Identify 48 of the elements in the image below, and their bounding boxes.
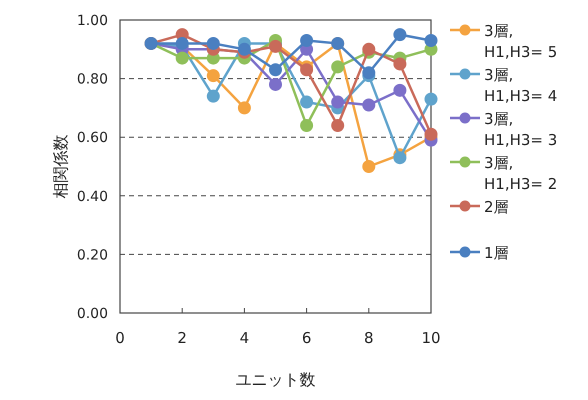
y-tick-label: 0.40 — [76, 188, 108, 205]
point — [176, 36, 189, 50]
legend-label: 3層, H1,H3= 5 — [484, 22, 558, 61]
point — [331, 60, 344, 74]
point — [362, 160, 376, 173]
y-tick-label: 0.60 — [76, 130, 108, 146]
point — [331, 96, 344, 109]
point — [424, 128, 438, 141]
point — [206, 90, 220, 103]
point — [331, 118, 344, 132]
legend-label: 3層, H1,H3= 2 — [484, 154, 558, 193]
point — [300, 118, 314, 132]
point — [362, 98, 376, 112]
x-axis-title: ユニット数 — [236, 370, 316, 389]
y-tick-label: 0.80 — [76, 72, 108, 88]
point — [206, 36, 220, 50]
point — [300, 63, 314, 76]
point — [206, 69, 220, 82]
point — [393, 28, 406, 42]
point — [362, 66, 376, 80]
legend-label: 3層, H1,H3= 3 — [484, 110, 558, 149]
point — [393, 84, 406, 97]
point — [269, 78, 282, 91]
x-tick-label: 0 — [115, 329, 125, 347]
x-tick-label: 8 — [364, 329, 374, 347]
y-axis-title: 相関係数 — [51, 134, 70, 198]
legend-label: 2層 — [484, 198, 509, 216]
point — [300, 34, 314, 48]
point — [424, 92, 438, 106]
y-tick-label: 1.00 — [76, 13, 108, 29]
legend-label: 3層, H1,H3= 4 — [484, 66, 558, 105]
point — [300, 96, 314, 109]
point — [269, 63, 282, 76]
x-tick-label: 10 — [421, 329, 441, 347]
point — [269, 40, 282, 53]
y-tick-label: 0.00 — [76, 306, 108, 322]
point — [362, 42, 376, 56]
x-tick-label: 6 — [302, 329, 312, 347]
legend-label: 1層 — [484, 244, 509, 262]
point — [238, 101, 251, 114]
y-tick-label: 0.20 — [76, 247, 108, 264]
point — [176, 52, 189, 65]
x-tick-label: 2 — [177, 329, 187, 347]
point — [238, 42, 251, 56]
point — [393, 57, 406, 70]
point — [424, 34, 438, 48]
x-tick-label: 4 — [240, 329, 250, 347]
point — [393, 151, 406, 164]
